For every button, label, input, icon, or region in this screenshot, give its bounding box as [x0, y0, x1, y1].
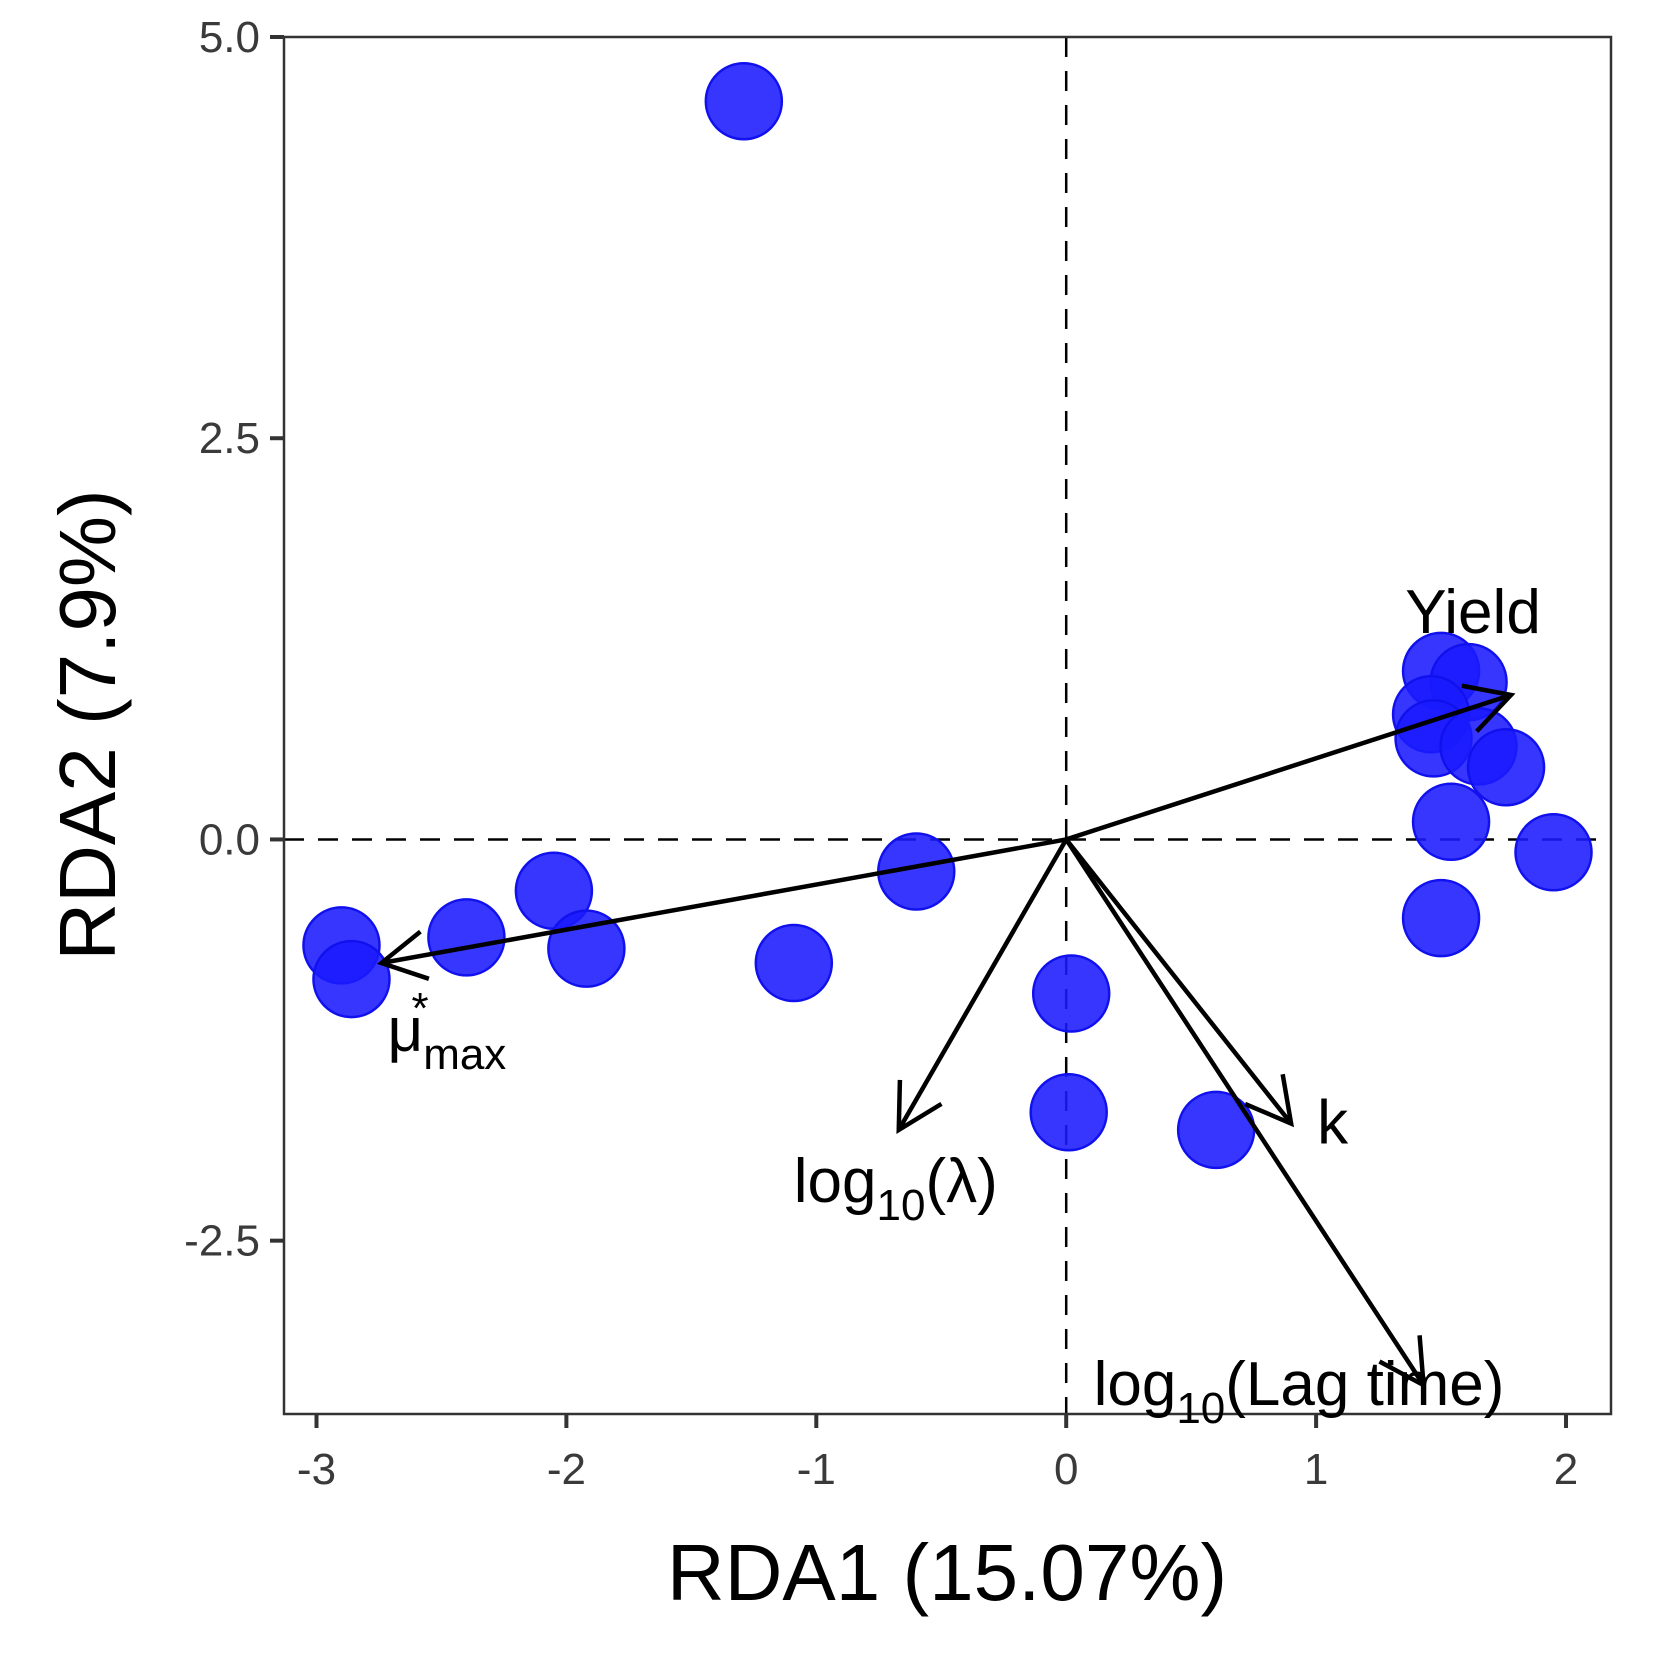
arrow-label: log10(Lag time): [1094, 1350, 1505, 1433]
y-axis-title: RDA2 (7.9%): [43, 489, 132, 960]
y-tick-label: 2.5: [199, 414, 260, 463]
arrow-label: Yield: [1405, 578, 1541, 647]
y-tick-label: 0.0: [199, 815, 260, 864]
arrow-label: *: [411, 984, 428, 1033]
scatter-point: [1031, 954, 1111, 1033]
x-tick-label: -3: [297, 1445, 336, 1494]
x-tick-label: 0: [1054, 1445, 1078, 1494]
scatter-point: [1466, 727, 1546, 807]
biplot-arrowhead: [1244, 1073, 1295, 1128]
arrow-label: k: [1317, 1089, 1349, 1158]
arrow-label: μmax: [387, 996, 506, 1079]
biplot-arrowhead: [376, 929, 430, 981]
scatter-point: [1029, 1073, 1108, 1152]
scatter-point: [1411, 782, 1491, 862]
arrow-label: log10(λ): [794, 1147, 998, 1230]
y-tick-label: -2.5: [184, 1217, 260, 1266]
scatter-point: [312, 939, 391, 1019]
x-axis-title: RDA1 (15.07%): [667, 1528, 1227, 1617]
biplot-arrowhead: [896, 1079, 943, 1134]
biplot-arrow: [896, 838, 1069, 1132]
scatter-point: [754, 923, 834, 1003]
biplot-arrowhead: [1461, 683, 1516, 733]
scatter-point: [704, 61, 784, 141]
scatter-point: [1514, 813, 1593, 892]
x-tick-label: -1: [797, 1445, 836, 1494]
biplot-arrow: [1064, 838, 1293, 1125]
x-tick-label: 2: [1554, 1445, 1578, 1494]
scatter-point: [1176, 1090, 1256, 1170]
plot-panel-border: [282, 35, 1613, 1416]
scatter-point: [1401, 878, 1481, 958]
x-tick-label: 1: [1304, 1445, 1328, 1494]
x-tick-label: -2: [547, 1445, 586, 1494]
scatter-point: [427, 898, 506, 977]
biplot-arrow: [1064, 838, 1426, 1387]
biplot-arrow: [381, 837, 1067, 966]
biplot-arrowhead: [1378, 1335, 1427, 1390]
biplot-arrow: [1065, 692, 1512, 842]
y-tick-label: 5.0: [199, 13, 260, 62]
